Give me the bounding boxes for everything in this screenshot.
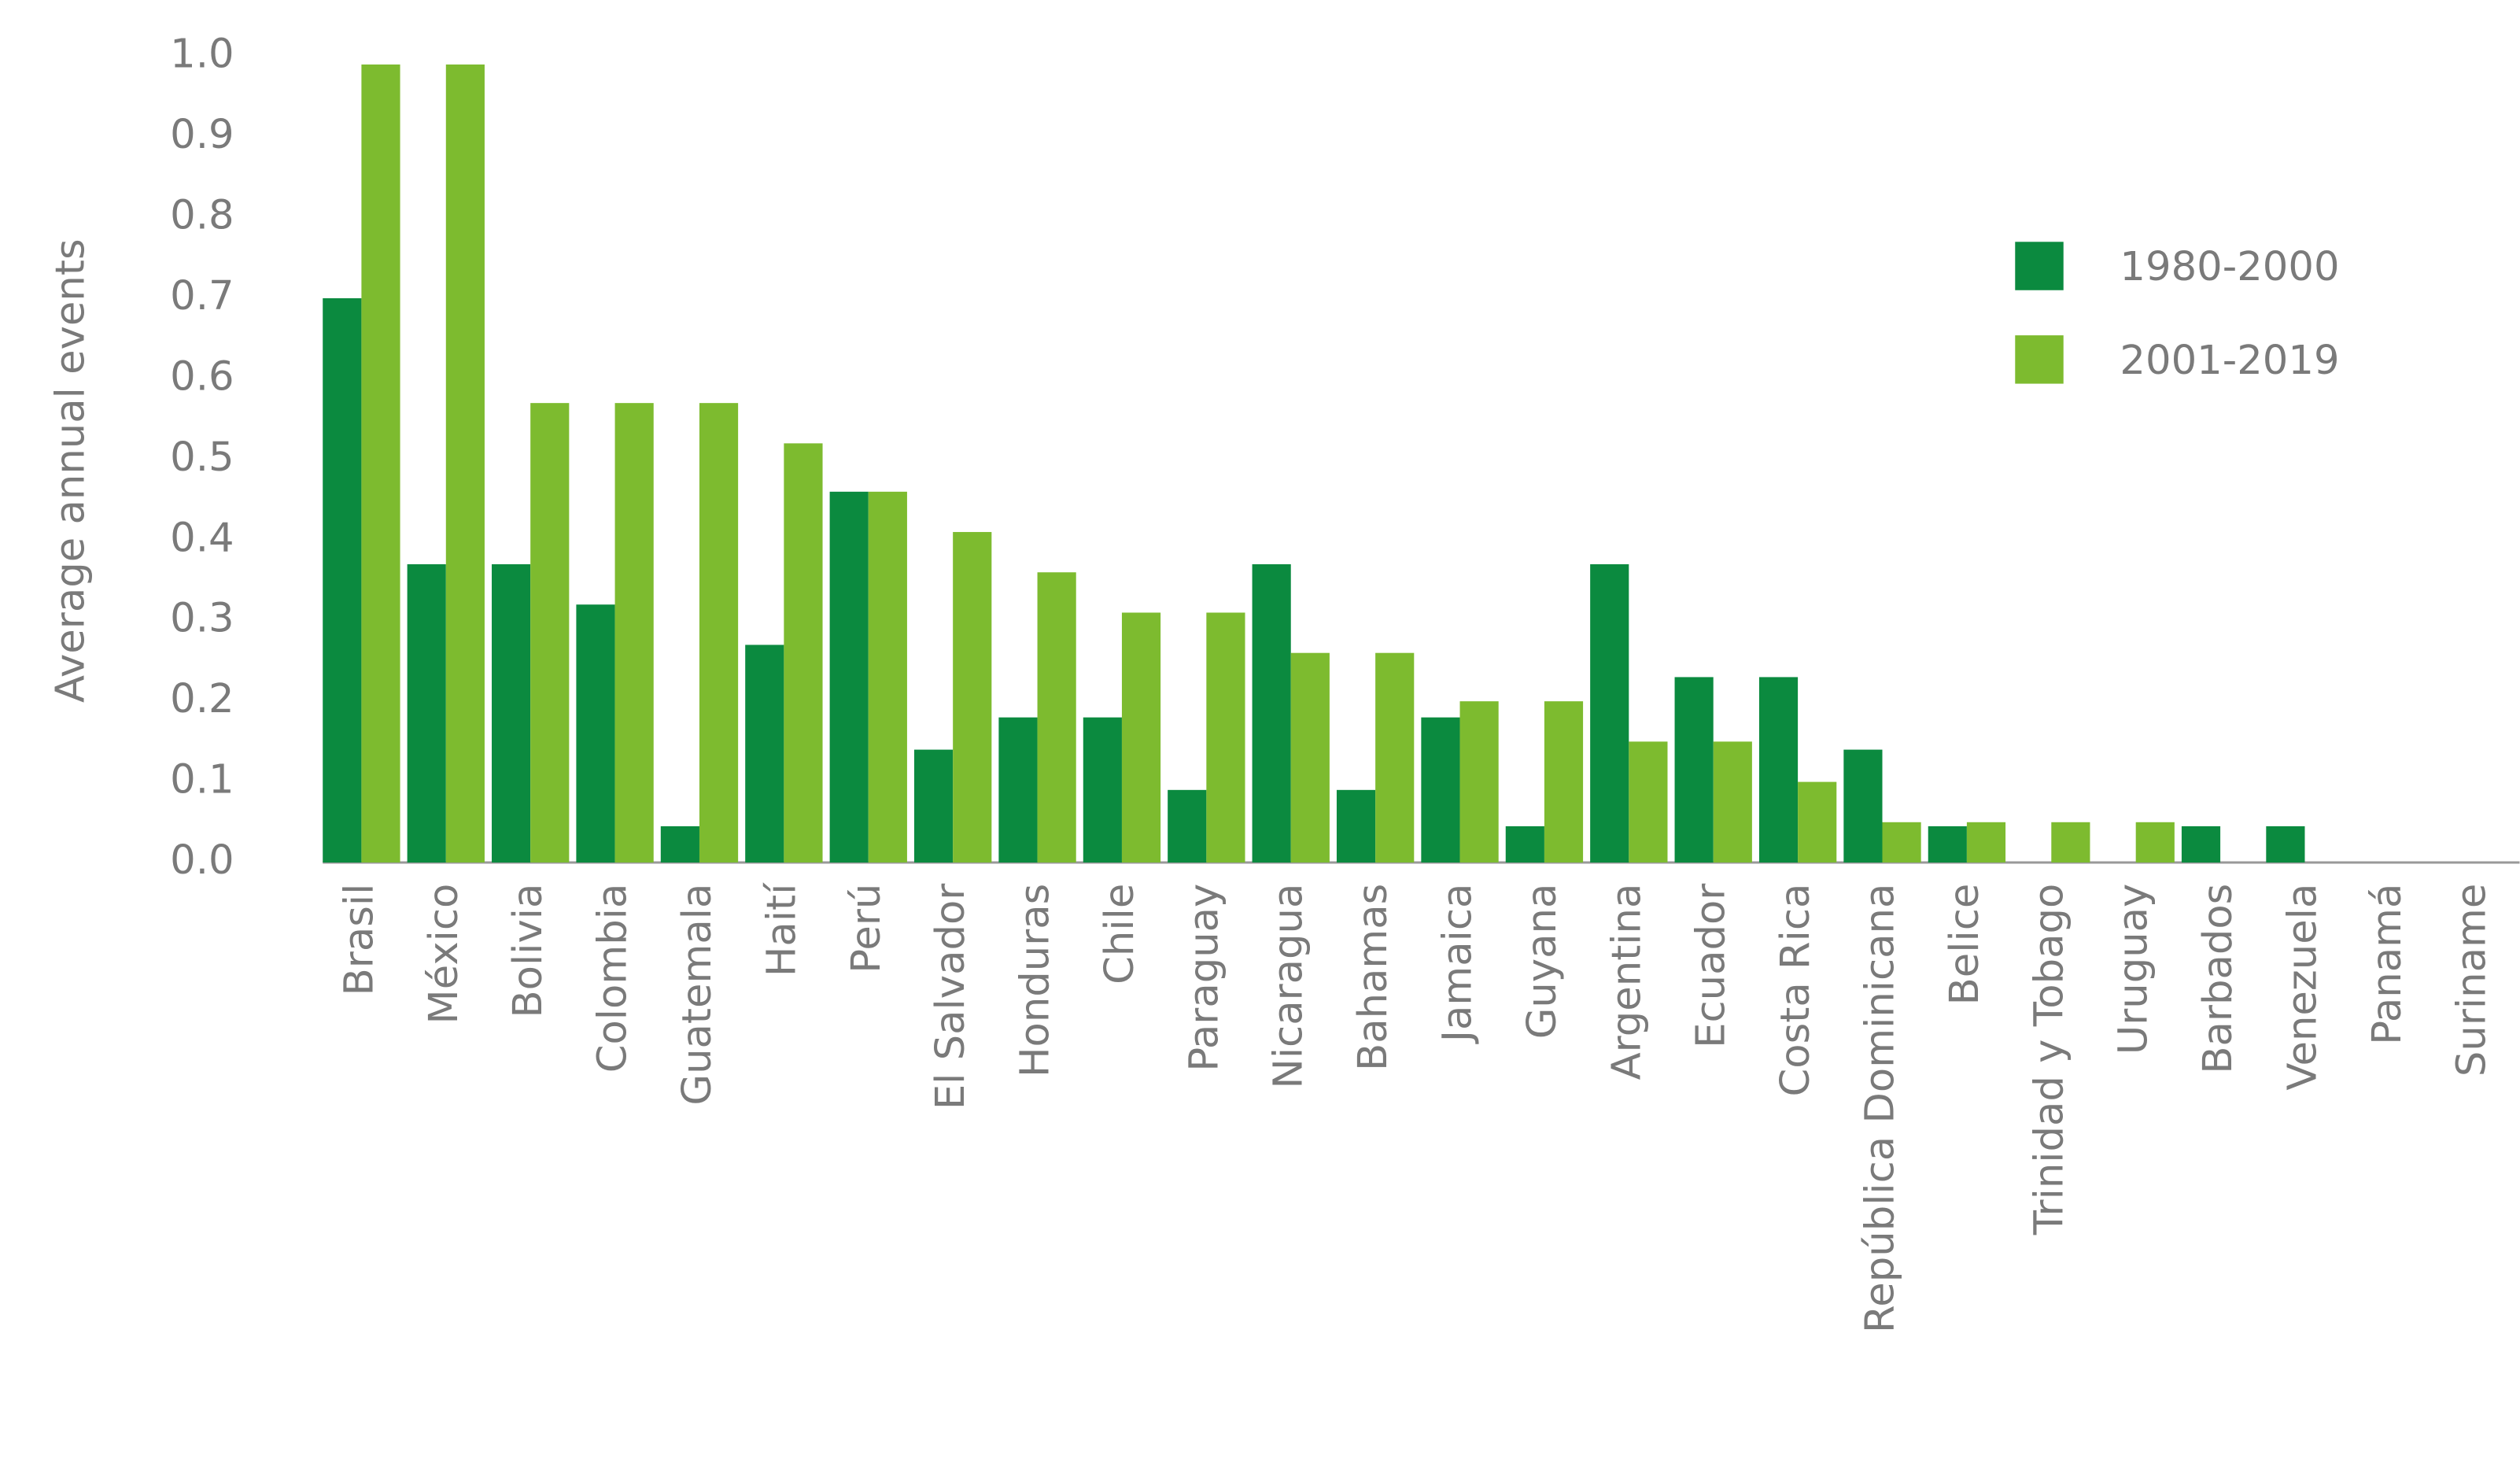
bar: [576, 604, 615, 863]
bar: [1674, 677, 1714, 863]
x-tick-label: Barbados: [2194, 884, 2241, 1074]
x-tick-label: Venezuela: [2278, 884, 2326, 1091]
bar: [1843, 749, 1883, 863]
bar: [1083, 717, 1122, 863]
bar: [1629, 741, 1668, 863]
x-tick-label: Brasil: [335, 884, 382, 996]
y-tick-label: 1.0: [170, 31, 234, 78]
bar: [323, 297, 362, 863]
legend-swatch: [2015, 335, 2064, 384]
bar: [784, 443, 823, 863]
y-tick-label: 0.8: [170, 192, 234, 239]
x-tick-label: Guatemala: [673, 884, 721, 1106]
legend-swatch: [2015, 242, 2064, 290]
x-tick-label: Honduras: [1012, 884, 1059, 1077]
x-tick-label: Colombia: [589, 884, 636, 1073]
bar: [660, 826, 699, 863]
bar: [614, 403, 654, 863]
x-tick-label: Costa Rica: [1772, 884, 1819, 1097]
bar: [1882, 822, 1921, 863]
bar: [1544, 701, 1584, 863]
bar: [1459, 701, 1499, 863]
legend-label: 2001-2019: [2120, 337, 2339, 384]
bar: [2266, 826, 2305, 863]
y-tick-label: 0.1: [170, 756, 234, 803]
bar: [745, 645, 784, 863]
y-tick-label: 0.9: [170, 111, 234, 158]
bar: [492, 564, 531, 863]
y-axis-label: Average annual events: [47, 238, 94, 703]
x-tick-label: Chile: [1096, 884, 1143, 984]
bar: [1966, 822, 2006, 863]
x-tick-label: Belice: [1941, 884, 1988, 1006]
x-tick-label: República Dominicana: [1857, 884, 1904, 1333]
y-tick-label: 0.6: [170, 353, 234, 400]
bar: [1290, 652, 1330, 863]
x-tick-label: Bahamas: [1349, 884, 1397, 1071]
x-tick-label: Uruguay: [2110, 884, 2157, 1055]
y-tick-label: 0.0: [170, 837, 234, 884]
x-tick-label: Trinidad y Tobago: [2025, 884, 2072, 1236]
bar: [530, 403, 570, 863]
bar: [699, 403, 739, 863]
bar: [868, 491, 907, 863]
y-tick-label: 0.3: [170, 595, 234, 642]
bar: [1421, 717, 1460, 863]
x-tick-label: Guyana: [1518, 884, 1566, 1040]
bar: [1336, 789, 1376, 863]
bar: [2135, 822, 2175, 863]
x-tick-label: México: [420, 884, 467, 1025]
x-tick-label: El Salvador: [927, 883, 974, 1110]
bar: [913, 749, 954, 863]
bar: [1758, 677, 1799, 863]
bar: [2051, 822, 2090, 863]
x-tick-label: Panamá: [2363, 884, 2411, 1045]
y-tick-label: 0.7: [170, 272, 234, 320]
bar: [1206, 612, 1245, 863]
bar: [998, 717, 1038, 863]
bar: [407, 564, 446, 863]
x-tick-label: Haití: [758, 882, 805, 977]
bar: [1037, 572, 1076, 863]
x-tick-label: Jamaica: [1434, 884, 1481, 1045]
x-tick-label: Argentina: [1603, 884, 1650, 1080]
bar: [1375, 652, 1415, 863]
x-tick-label: Bolivia: [504, 884, 552, 1018]
y-tick-label: 0.4: [170, 514, 234, 561]
bar: [1798, 781, 1837, 863]
x-tick-label: Perú: [843, 884, 890, 973]
bar: [445, 64, 485, 863]
bar: [1168, 789, 1207, 863]
bar: [1121, 612, 1161, 863]
x-tick-label: Nicaragua: [1265, 884, 1312, 1089]
bar: [361, 64, 400, 863]
bar: [1590, 564, 1629, 863]
bar: [829, 491, 869, 863]
y-tick-label: 0.2: [170, 675, 234, 722]
x-tick-label: Suriname: [2448, 884, 2495, 1077]
bar: [1928, 826, 1967, 863]
legend-label: 1980-2000: [2120, 243, 2339, 290]
bar: [953, 532, 992, 863]
bar: [1713, 741, 1752, 863]
bar: [1505, 826, 1544, 863]
x-tick-label: Ecuador: [1688, 883, 1735, 1048]
y-tick-label: 0.5: [170, 434, 234, 481]
x-tick-label: Paraguay: [1180, 884, 1227, 1072]
bar: [2181, 826, 2221, 863]
bar: [1252, 564, 1291, 863]
